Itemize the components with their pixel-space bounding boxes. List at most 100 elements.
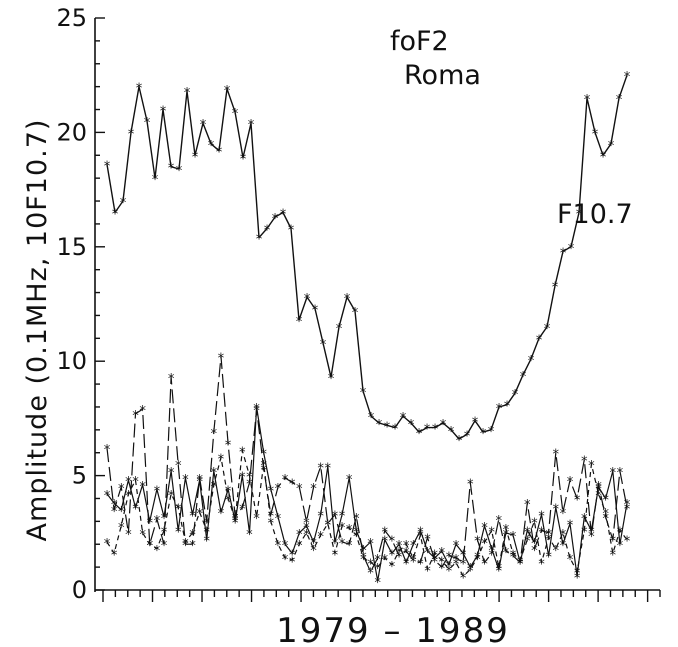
series-3-point: *	[523, 535, 531, 550]
series-line-0	[106, 74, 628, 440]
series-1-point: *	[602, 493, 610, 508]
series-0-point: *	[207, 139, 215, 154]
series-0-point: *	[151, 173, 159, 188]
series-1-point: *	[367, 537, 375, 552]
series-1-point: *	[516, 558, 524, 573]
series-0-point: *	[159, 105, 167, 120]
series-2-point: *	[523, 498, 531, 513]
series-0-point: *	[479, 427, 487, 442]
series-2-point: *	[466, 477, 474, 492]
series-2-point: *	[495, 514, 503, 529]
series-0-point: *	[423, 423, 431, 438]
series-2-point: *	[181, 539, 189, 554]
series-2-point: *	[438, 562, 446, 577]
series-3-point: *	[473, 553, 481, 568]
series-2-point: *	[352, 512, 360, 527]
series-3-point: *	[281, 553, 289, 568]
series-1-point: *	[132, 503, 140, 518]
series-2-point: *	[103, 443, 111, 458]
series-2-point: *	[587, 530, 595, 545]
y-tick-label: 10	[56, 347, 87, 375]
series-0-point: *	[375, 418, 383, 433]
series-2-point: *	[602, 512, 610, 527]
series-3-point: *	[566, 553, 574, 568]
series-3-point: *	[146, 539, 154, 554]
series-2-point: *	[124, 528, 132, 543]
series-3-point: *	[303, 528, 311, 543]
series-2-point: *	[545, 528, 553, 543]
series-1-point: *	[538, 509, 546, 524]
series-3-point: *	[317, 530, 325, 545]
series-3-point: *	[260, 459, 268, 474]
series-1-point: *	[445, 560, 453, 575]
y-ticks: 0 5 10 15 20 25	[56, 4, 105, 604]
series-0-point: *	[223, 84, 231, 99]
series-2-point: *	[459, 558, 467, 573]
series-3-point: *	[310, 544, 318, 559]
series-0-point: *	[327, 372, 335, 387]
series-3-point: *	[388, 560, 396, 575]
series-2-point: *	[338, 537, 346, 552]
series-3-point: *	[203, 526, 211, 541]
series-3-point: *	[595, 489, 603, 504]
y-tick-label: 0	[72, 576, 87, 604]
series-3-point: *	[488, 526, 496, 541]
series-0-point: *	[335, 322, 343, 337]
series-line-3	[106, 449, 628, 577]
series-0-point: *	[183, 86, 191, 101]
series-2-point: *	[367, 567, 375, 582]
series-3-point: *	[502, 523, 510, 538]
series-1-point: *	[331, 537, 339, 552]
series-3-point: *	[224, 493, 232, 508]
series-2-point: *	[538, 526, 546, 541]
series-0-point: *	[127, 127, 135, 142]
series-3-point: *	[160, 526, 168, 541]
series-2-point: *	[473, 535, 481, 550]
series-1-point: *	[352, 526, 360, 541]
series-0-point: *	[623, 70, 631, 85]
series-2-point: *	[196, 473, 204, 488]
series-2-point: *	[409, 555, 417, 570]
series-2-point: *	[417, 558, 425, 573]
series-3-point: *	[395, 546, 403, 561]
series-1-point: *	[181, 473, 189, 488]
series-1-point: *	[459, 548, 467, 563]
series-1-point: *	[238, 471, 246, 486]
series-3-point: *	[246, 471, 254, 486]
series-0-point: *	[615, 93, 623, 108]
series-1-point: *	[417, 526, 425, 541]
series-3-point: *	[210, 480, 218, 495]
series-0-point: *	[439, 418, 447, 433]
series-2-point: *	[288, 477, 296, 492]
series-1-point: *	[210, 466, 218, 481]
series-2-point: *	[238, 503, 246, 518]
series-2-point: *	[310, 482, 318, 497]
series-0-point: *	[471, 416, 479, 431]
series-2-point: *	[388, 535, 396, 550]
series-2-point: *	[424, 532, 432, 547]
series-3-point: *	[253, 512, 261, 527]
series-2-point: *	[609, 535, 617, 550]
series-0-point: *	[319, 338, 327, 353]
series-3-point: *	[552, 544, 560, 559]
series-0-point: *	[135, 82, 143, 97]
series-3-point: *	[509, 548, 517, 563]
series-1-point: *	[438, 546, 446, 561]
series-2-point: *	[502, 546, 510, 561]
series-1-point: *	[374, 576, 382, 591]
series-3-point: *	[174, 503, 182, 518]
series-2-point: *	[431, 555, 439, 570]
series-0-point: *	[415, 427, 423, 442]
series-0-point: *	[447, 425, 455, 440]
series-3-point: *	[452, 558, 460, 573]
series-2-point: *	[488, 548, 496, 563]
series-3-point: *	[295, 539, 303, 554]
series-1-point: *	[288, 548, 296, 563]
series-1-point: *	[295, 528, 303, 543]
series-0-point: *	[343, 292, 351, 307]
series-3-point: *	[424, 564, 432, 579]
series-3-point: *	[602, 507, 610, 522]
series-3-point: *	[167, 489, 175, 504]
series-3-point: *	[616, 526, 624, 541]
